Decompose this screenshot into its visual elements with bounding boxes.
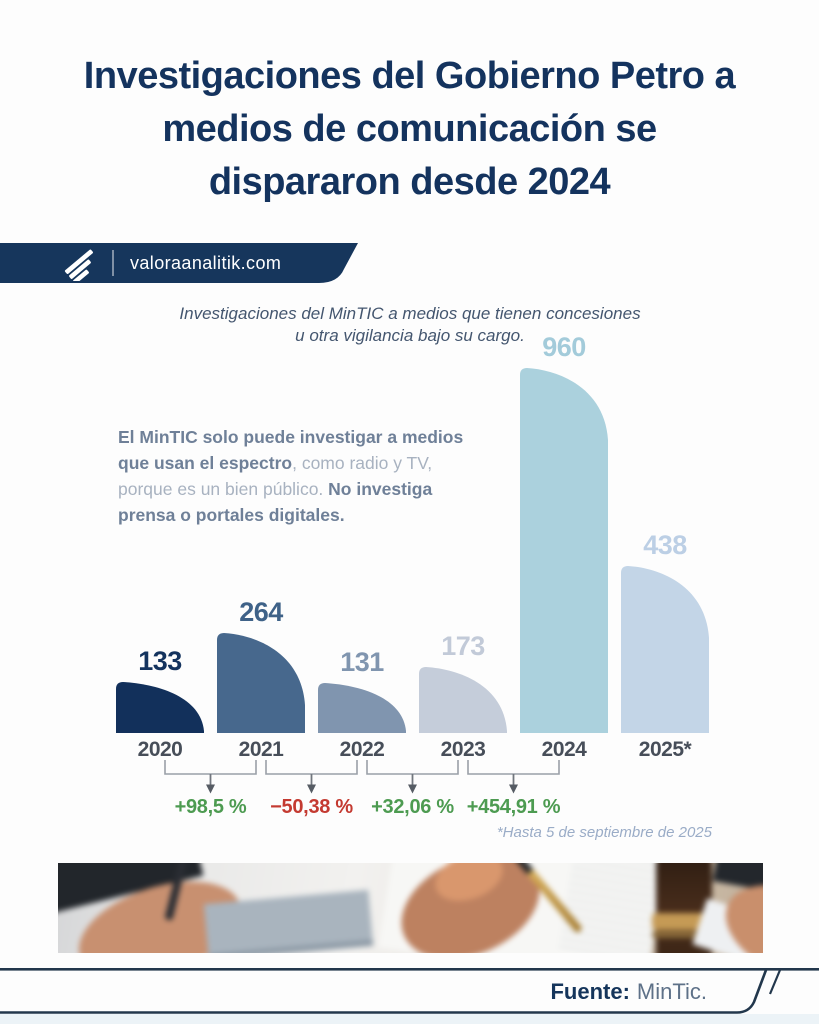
bar-shape — [217, 633, 305, 733]
page-title-line-3: dispararon desde 2024 — [208, 161, 611, 203]
bar-column-2020: 133 — [116, 360, 204, 733]
footer-bottom-rule-and-slant — [0, 969, 768, 1014]
bar-column-2021: 264 — [217, 360, 305, 733]
x-axis-labels: 2020 2021 2022 2023 2024 2025* — [116, 738, 710, 762]
photo-content — [58, 863, 763, 953]
change-brackets — [164, 760, 560, 794]
page-title: Investigaciones del Gobierno Petro a med… — [0, 50, 819, 209]
bar-value-label: 133 — [138, 646, 182, 676]
paper-plane-wing-icon — [64, 249, 93, 281]
source-line: Fuente: MinTic. — [0, 979, 707, 1005]
source-value: MinTic. — [636, 979, 707, 1004]
bar-shape — [116, 682, 204, 733]
photo-hands-signing-gavel — [58, 863, 763, 953]
bar-shape — [318, 683, 406, 733]
banner-separator — [112, 250, 114, 276]
footer-accent-diagonal — [768, 969, 782, 995]
year-label-2021: 2021 — [238, 738, 284, 761]
bar-column-2022: 131 — [318, 360, 406, 733]
change-label-2023-2024: +454,91 % — [466, 796, 561, 818]
bar-column-2023: 173 — [419, 360, 507, 733]
bar-value-label: 960 — [542, 332, 586, 362]
note-bold-1: El MinTIC solo puede investigar a medios… — [118, 427, 464, 473]
bar-value-label: 131 — [340, 647, 384, 677]
bar-chart: 133 264 131 173 960 438 — [116, 332, 710, 733]
brand-banner: valoraanalitik.com — [0, 243, 420, 283]
chart-subtitle-line-1: Investigaciones del MinTIC a medios que … — [179, 304, 641, 323]
chart-subtitle: Investigaciones del MinTIC a medios que … — [90, 303, 730, 347]
bar-value-label: 173 — [441, 631, 485, 661]
page-title-line-2: medios de comunicación se — [162, 108, 657, 150]
change-label-2021-2022: −50,38 % — [270, 796, 353, 818]
year-label-2022: 2022 — [339, 738, 385, 761]
year-label-2023: 2023 — [440, 738, 486, 761]
footer-bar — [0, 968, 819, 1014]
chart-footnote: *Hasta 5 de septiembre de 2025 — [496, 824, 712, 841]
bar-value-label: 438 — [643, 530, 687, 560]
change-label-2020-2021: +98,5 % — [174, 796, 247, 818]
year-label-2024: 2024 — [541, 738, 587, 761]
chart-subtitle-line-2: u otra vigilancia bajo su cargo. — [295, 326, 525, 345]
photo-gavel-band-2 — [652, 931, 716, 938]
note-regular: , como radio y TV, porque es un bien púb… — [118, 453, 433, 499]
bar-column-2024: 960 — [520, 332, 608, 733]
bar-shape — [419, 667, 507, 733]
year-label-2020: 2020 — [137, 738, 183, 761]
photo-document-text — [557, 863, 667, 953]
chart-note: El MinTIC solo puede investigar a medios… — [118, 424, 470, 528]
change-label-2022-2023: +32,06 % — [371, 796, 454, 818]
bar-value-label: 264 — [239, 597, 283, 627]
bar-shape — [520, 368, 608, 733]
footer-top-rule — [0, 968, 819, 971]
brand-site-label: valoraanalitik.com — [130, 253, 282, 273]
bar-shape — [621, 566, 709, 733]
source-label: Fuente: — [550, 979, 630, 1004]
note-bold-2: No investiga prensa o portales digitales… — [118, 479, 433, 525]
year-label-2025*: 2025* — [638, 738, 692, 761]
page-title-line-1: Investigaciones del Gobierno Petro a — [83, 55, 736, 97]
bar-column-2025*: 438 — [621, 360, 709, 733]
bottom-strip — [0, 1014, 819, 1024]
